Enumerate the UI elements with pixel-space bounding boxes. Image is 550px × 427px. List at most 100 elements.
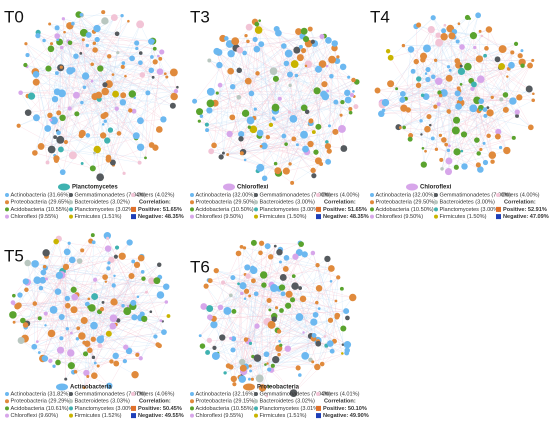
node <box>90 79 94 83</box>
node <box>254 26 263 34</box>
node <box>300 27 308 35</box>
node <box>494 133 501 140</box>
edge <box>40 247 118 289</box>
legend-dot <box>5 214 9 219</box>
node <box>206 99 215 108</box>
node <box>170 92 178 101</box>
node <box>424 149 427 153</box>
edge <box>214 295 232 348</box>
edge <box>402 37 455 95</box>
node <box>469 104 478 113</box>
edge <box>13 234 93 323</box>
node <box>103 232 112 240</box>
edge <box>233 247 245 312</box>
legend-label: Bacteroidetes (3.00%) <box>260 200 315 206</box>
node <box>459 64 463 68</box>
node <box>474 137 480 143</box>
node <box>268 308 272 312</box>
edge <box>317 265 331 344</box>
node <box>424 125 431 133</box>
edge <box>145 92 149 158</box>
node <box>39 276 47 284</box>
edge <box>98 72 174 96</box>
edge <box>285 63 293 145</box>
edge <box>50 94 175 121</box>
legend-dot <box>190 214 194 219</box>
node <box>135 352 140 357</box>
edge <box>25 43 73 71</box>
node <box>440 33 448 41</box>
edge <box>60 61 156 150</box>
edge <box>108 48 155 158</box>
node <box>31 343 38 350</box>
edge <box>84 247 118 388</box>
node <box>235 250 242 257</box>
node <box>53 155 60 162</box>
node <box>197 119 201 123</box>
edge <box>210 242 301 281</box>
node <box>490 95 494 99</box>
node <box>471 81 477 88</box>
node <box>91 240 96 245</box>
edge <box>20 250 83 341</box>
node <box>341 352 344 355</box>
edge <box>235 47 275 120</box>
edge <box>427 60 436 80</box>
node <box>207 58 212 63</box>
node <box>63 248 71 256</box>
legend-label: Gemmatimonadetes (7.00%) <box>260 192 332 198</box>
node <box>443 23 447 27</box>
edge <box>265 359 311 365</box>
edge <box>405 37 455 99</box>
edge <box>257 246 276 359</box>
node <box>17 336 25 344</box>
edge <box>382 104 450 113</box>
edge <box>261 44 272 125</box>
node <box>282 167 290 175</box>
node <box>281 133 287 139</box>
node <box>509 97 517 105</box>
node <box>106 266 111 271</box>
edge <box>318 102 343 161</box>
node <box>110 298 118 306</box>
node <box>458 96 463 102</box>
edge <box>95 279 145 320</box>
node <box>111 283 116 288</box>
legend-label: Bacteroidetes (3.02%) <box>75 200 130 206</box>
edge <box>427 128 481 170</box>
positive-swatch <box>131 206 136 212</box>
edge <box>250 335 315 367</box>
node <box>99 306 105 312</box>
node <box>283 255 290 261</box>
edge <box>98 68 101 96</box>
node <box>112 90 119 98</box>
node <box>101 17 109 25</box>
node <box>413 58 419 65</box>
edge <box>203 306 279 349</box>
legend-dot <box>131 392 135 396</box>
node <box>96 335 105 344</box>
node <box>126 239 133 246</box>
legend-dot <box>434 214 438 219</box>
highlight-label: Chloroflexi <box>420 185 452 191</box>
node <box>124 74 127 78</box>
node <box>279 343 283 347</box>
node <box>114 106 119 111</box>
node <box>321 81 328 88</box>
edge <box>41 110 131 147</box>
node <box>344 350 350 356</box>
node <box>265 134 271 140</box>
highlight-label: Proteobacteria <box>257 385 300 391</box>
node <box>344 89 351 97</box>
legend-label: Others (4.06%) <box>137 391 175 397</box>
edge <box>248 40 329 82</box>
legend-label: Planctomycetes (3.02%) <box>75 207 136 213</box>
node <box>456 86 461 91</box>
legend-dot <box>496 193 500 197</box>
edge <box>456 55 486 168</box>
legend-label: Proteobacteria (29.50%) <box>376 200 437 206</box>
positive-swatch <box>131 405 136 411</box>
node <box>120 92 127 99</box>
legend-label: Firmicutes (1.50%) <box>260 214 307 220</box>
legend-dot <box>5 392 9 396</box>
